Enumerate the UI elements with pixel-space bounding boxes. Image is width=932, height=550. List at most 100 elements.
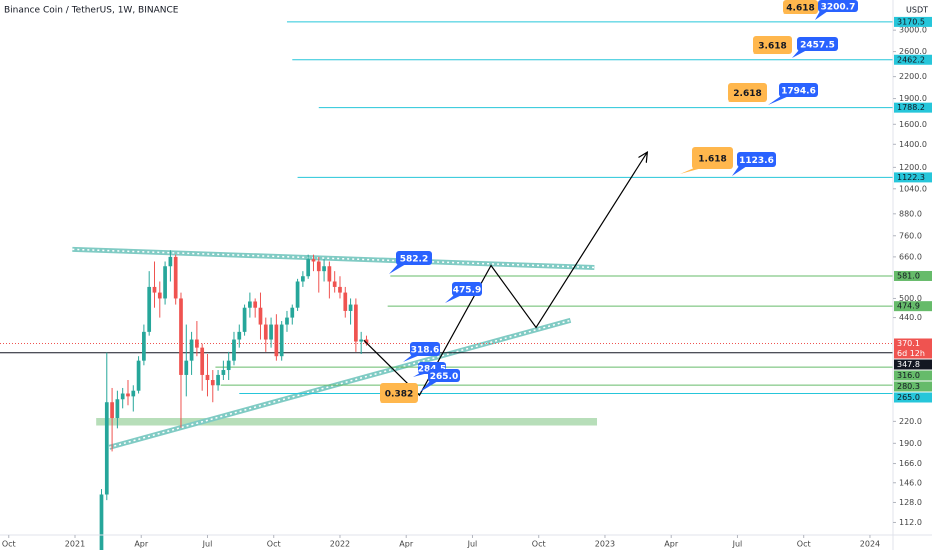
candle-body bbox=[248, 301, 252, 308]
candle-body bbox=[316, 261, 321, 272]
candle-body bbox=[216, 374, 220, 386]
candle-body bbox=[226, 360, 231, 371]
y-tick-label: 1600.0 bbox=[899, 120, 927, 129]
projection-path bbox=[363, 152, 648, 397]
candle-body bbox=[179, 298, 183, 375]
candle-body bbox=[290, 307, 295, 318]
candle-body bbox=[232, 339, 236, 361]
callout-label: 4.618 bbox=[786, 4, 814, 14]
price-badge-label: 265.0 bbox=[897, 393, 920, 402]
callout-label: 1123.6 bbox=[739, 156, 774, 166]
callout-tail bbox=[732, 166, 747, 176]
x-tick-label: Oct bbox=[2, 540, 16, 549]
price-badge bbox=[894, 370, 932, 381]
callout-box bbox=[452, 282, 482, 296]
price-badge-label: 280.3 bbox=[897, 382, 920, 391]
candle-body bbox=[237, 331, 242, 340]
price-badge-label: 347.8 bbox=[897, 360, 920, 369]
candle-body bbox=[168, 256, 173, 267]
y-tick-label: 2600.0 bbox=[899, 47, 927, 56]
callout-label: 3200.7 bbox=[821, 3, 856, 13]
callout-box bbox=[410, 342, 440, 356]
y-tick-label: 166.0 bbox=[899, 459, 922, 468]
y-tick-label: 112.0 bbox=[899, 518, 922, 527]
price-badge bbox=[894, 102, 932, 113]
price-badge-label: 474.9 bbox=[897, 302, 920, 311]
candle-body bbox=[364, 339, 369, 344]
price-badge bbox=[894, 338, 932, 359]
x-tick-label: Oct bbox=[797, 540, 811, 549]
y-tick-label: 880.0 bbox=[899, 209, 922, 218]
candle-body bbox=[136, 360, 141, 391]
candle-body bbox=[200, 347, 205, 375]
callout-box bbox=[396, 251, 432, 265]
callout-box bbox=[797, 37, 838, 51]
y-tick-label: 128.0 bbox=[899, 498, 922, 507]
candle-body bbox=[210, 380, 215, 386]
callout-tail bbox=[445, 295, 462, 303]
callout-box bbox=[428, 369, 460, 382]
candle-body bbox=[110, 402, 114, 419]
price-badge bbox=[894, 270, 932, 281]
callout-label: 475.9 bbox=[453, 286, 481, 296]
x-tick-label: 2022 bbox=[330, 540, 350, 549]
x-tick-label: Apr bbox=[134, 540, 149, 549]
x-tick-label: Oct bbox=[267, 540, 281, 549]
price-badge-label: 2462.2 bbox=[897, 55, 925, 64]
x-tick-label: Jul bbox=[202, 540, 213, 549]
callout-box bbox=[818, 0, 858, 12]
price-badge bbox=[894, 392, 932, 403]
candle-body bbox=[274, 324, 279, 357]
candle-body bbox=[147, 286, 152, 332]
callout-label: 1.618 bbox=[698, 155, 726, 165]
callout-box bbox=[753, 36, 792, 54]
price-badge-label: 1122.3 bbox=[897, 173, 925, 182]
callout-label: 582.2 bbox=[400, 255, 428, 265]
callout-box bbox=[380, 383, 418, 403]
y-tick-label: 190.0 bbox=[899, 439, 922, 448]
axis-unit: USDT bbox=[906, 6, 928, 15]
candle-body bbox=[263, 324, 268, 340]
trendline-band bbox=[108, 317, 572, 450]
callout-tail bbox=[815, 11, 828, 20]
price-badge-label: 581.0 bbox=[897, 271, 920, 280]
price-badge bbox=[894, 359, 932, 370]
price-badge bbox=[894, 172, 932, 183]
price-badge bbox=[894, 301, 932, 312]
y-tick-label: 1900.0 bbox=[899, 94, 927, 103]
candle-body bbox=[120, 393, 125, 400]
candle-body bbox=[258, 307, 263, 325]
y-tick-label: 760.0 bbox=[899, 231, 922, 240]
callout-box bbox=[728, 83, 767, 102]
price-badge-label: 1788.2 bbox=[897, 103, 925, 112]
x-tick-label: Jul bbox=[467, 540, 478, 549]
x-tick-label: 2024 bbox=[860, 540, 880, 549]
candle-body bbox=[242, 307, 247, 332]
candle-body bbox=[338, 286, 342, 293]
callout-box bbox=[737, 152, 776, 167]
callout-label: 1794.6 bbox=[781, 87, 816, 97]
candle-body bbox=[295, 281, 300, 308]
candle-body bbox=[115, 399, 120, 419]
price-badge bbox=[894, 16, 932, 27]
callout-tail bbox=[389, 264, 406, 274]
candle-body bbox=[311, 259, 316, 262]
candle-body bbox=[104, 402, 109, 495]
candle-body bbox=[253, 301, 258, 308]
y-tick-label: 500.0 bbox=[899, 294, 922, 303]
candle-body bbox=[306, 259, 311, 277]
callout-label: 318.6 bbox=[411, 346, 439, 356]
price-badge bbox=[894, 381, 932, 392]
callout-box bbox=[692, 147, 733, 169]
y-tick-label: 220.0 bbox=[899, 417, 922, 426]
y-tick-label: 146.0 bbox=[899, 478, 922, 487]
callout-tail bbox=[420, 381, 438, 392]
candle-body bbox=[279, 324, 284, 357]
plot-area: 3200.7 2457.5 1794.6 1123.6 582.2 475.9 318.6 2… bbox=[0, 0, 893, 550]
x-tick-label: Apr bbox=[399, 540, 414, 549]
callout-label: 3.618 bbox=[758, 42, 786, 52]
candle-body bbox=[285, 317, 289, 325]
candle-body bbox=[322, 266, 326, 272]
